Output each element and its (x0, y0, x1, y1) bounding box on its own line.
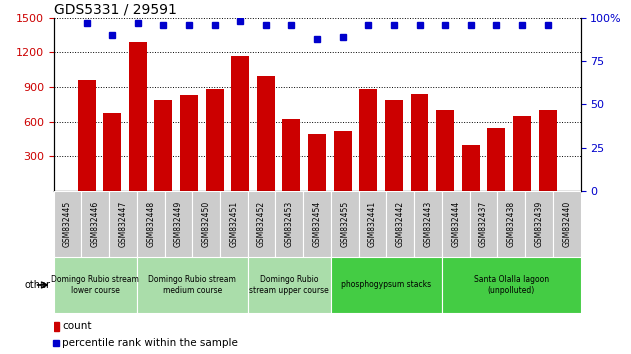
Text: Domingo Rubio stream
medium course: Domingo Rubio stream medium course (148, 275, 236, 295)
Bar (78, 80, 95, 191)
Bar (103, 113, 121, 191)
Bar (334, 131, 351, 191)
Bar (232, 56, 249, 191)
Text: GSM832442: GSM832442 (396, 201, 404, 247)
Text: GSM832440: GSM832440 (562, 201, 571, 247)
Bar (165, 191, 192, 257)
Bar (331, 191, 358, 257)
Bar (331, 257, 442, 313)
Bar (539, 110, 557, 191)
Bar (248, 257, 331, 313)
Text: count: count (62, 321, 92, 331)
Bar (359, 90, 377, 191)
Bar (442, 191, 469, 257)
Bar (442, 257, 581, 313)
Text: GSM832441: GSM832441 (368, 201, 377, 247)
Bar (411, 94, 428, 191)
Bar (283, 119, 300, 191)
Text: GSM832443: GSM832443 (423, 201, 432, 247)
Text: GSM832452: GSM832452 (257, 201, 266, 247)
Text: percentile rank within the sample: percentile rank within the sample (62, 338, 239, 348)
Bar (206, 90, 223, 191)
Bar (525, 191, 553, 257)
Bar (553, 191, 581, 257)
Bar (220, 191, 248, 257)
Bar (462, 145, 480, 191)
Text: GSM832439: GSM832439 (534, 201, 543, 247)
Text: GSM832454: GSM832454 (312, 201, 322, 247)
Bar (469, 191, 497, 257)
Bar (513, 116, 531, 191)
Text: GSM832451: GSM832451 (230, 201, 239, 247)
Bar (137, 191, 165, 257)
Text: Domingo Rubio stream
lower course: Domingo Rubio stream lower course (51, 275, 139, 295)
Bar (385, 100, 403, 191)
Text: GSM832444: GSM832444 (451, 201, 460, 247)
Bar (180, 95, 198, 191)
Bar (54, 257, 137, 313)
Bar (276, 191, 304, 257)
Text: Domingo Rubio
stream upper course: Domingo Rubio stream upper course (249, 275, 329, 295)
Bar (257, 75, 275, 191)
Bar (54, 191, 81, 257)
Text: other: other (25, 280, 50, 290)
Text: Santa Olalla lagoon
(unpolluted): Santa Olalla lagoon (unpolluted) (474, 275, 549, 295)
Bar (129, 42, 147, 191)
Bar (386, 191, 414, 257)
Bar (248, 191, 276, 257)
Text: phosphogypsum stacks: phosphogypsum stacks (341, 280, 432, 290)
Bar (192, 191, 220, 257)
Bar (109, 191, 137, 257)
Text: GSM832449: GSM832449 (174, 201, 183, 247)
Text: GSM832453: GSM832453 (285, 201, 294, 247)
Text: GSM832455: GSM832455 (340, 201, 350, 247)
Text: GSM832437: GSM832437 (479, 201, 488, 247)
Bar (358, 191, 386, 257)
Bar (436, 110, 454, 191)
Text: GSM832447: GSM832447 (119, 201, 127, 247)
Text: GDS5331 / 29591: GDS5331 / 29591 (54, 2, 177, 17)
Text: GSM832448: GSM832448 (146, 201, 155, 247)
Bar (414, 191, 442, 257)
Bar (487, 127, 505, 191)
Bar (497, 191, 525, 257)
Bar (155, 100, 172, 191)
Text: GSM832438: GSM832438 (507, 201, 516, 247)
Text: GSM832450: GSM832450 (202, 201, 211, 247)
Text: GSM832446: GSM832446 (91, 201, 100, 247)
Bar (54, 322, 59, 331)
Text: GSM832445: GSM832445 (63, 201, 72, 247)
Bar (308, 135, 326, 191)
Bar (81, 191, 109, 257)
Bar (137, 257, 248, 313)
Bar (304, 191, 331, 257)
